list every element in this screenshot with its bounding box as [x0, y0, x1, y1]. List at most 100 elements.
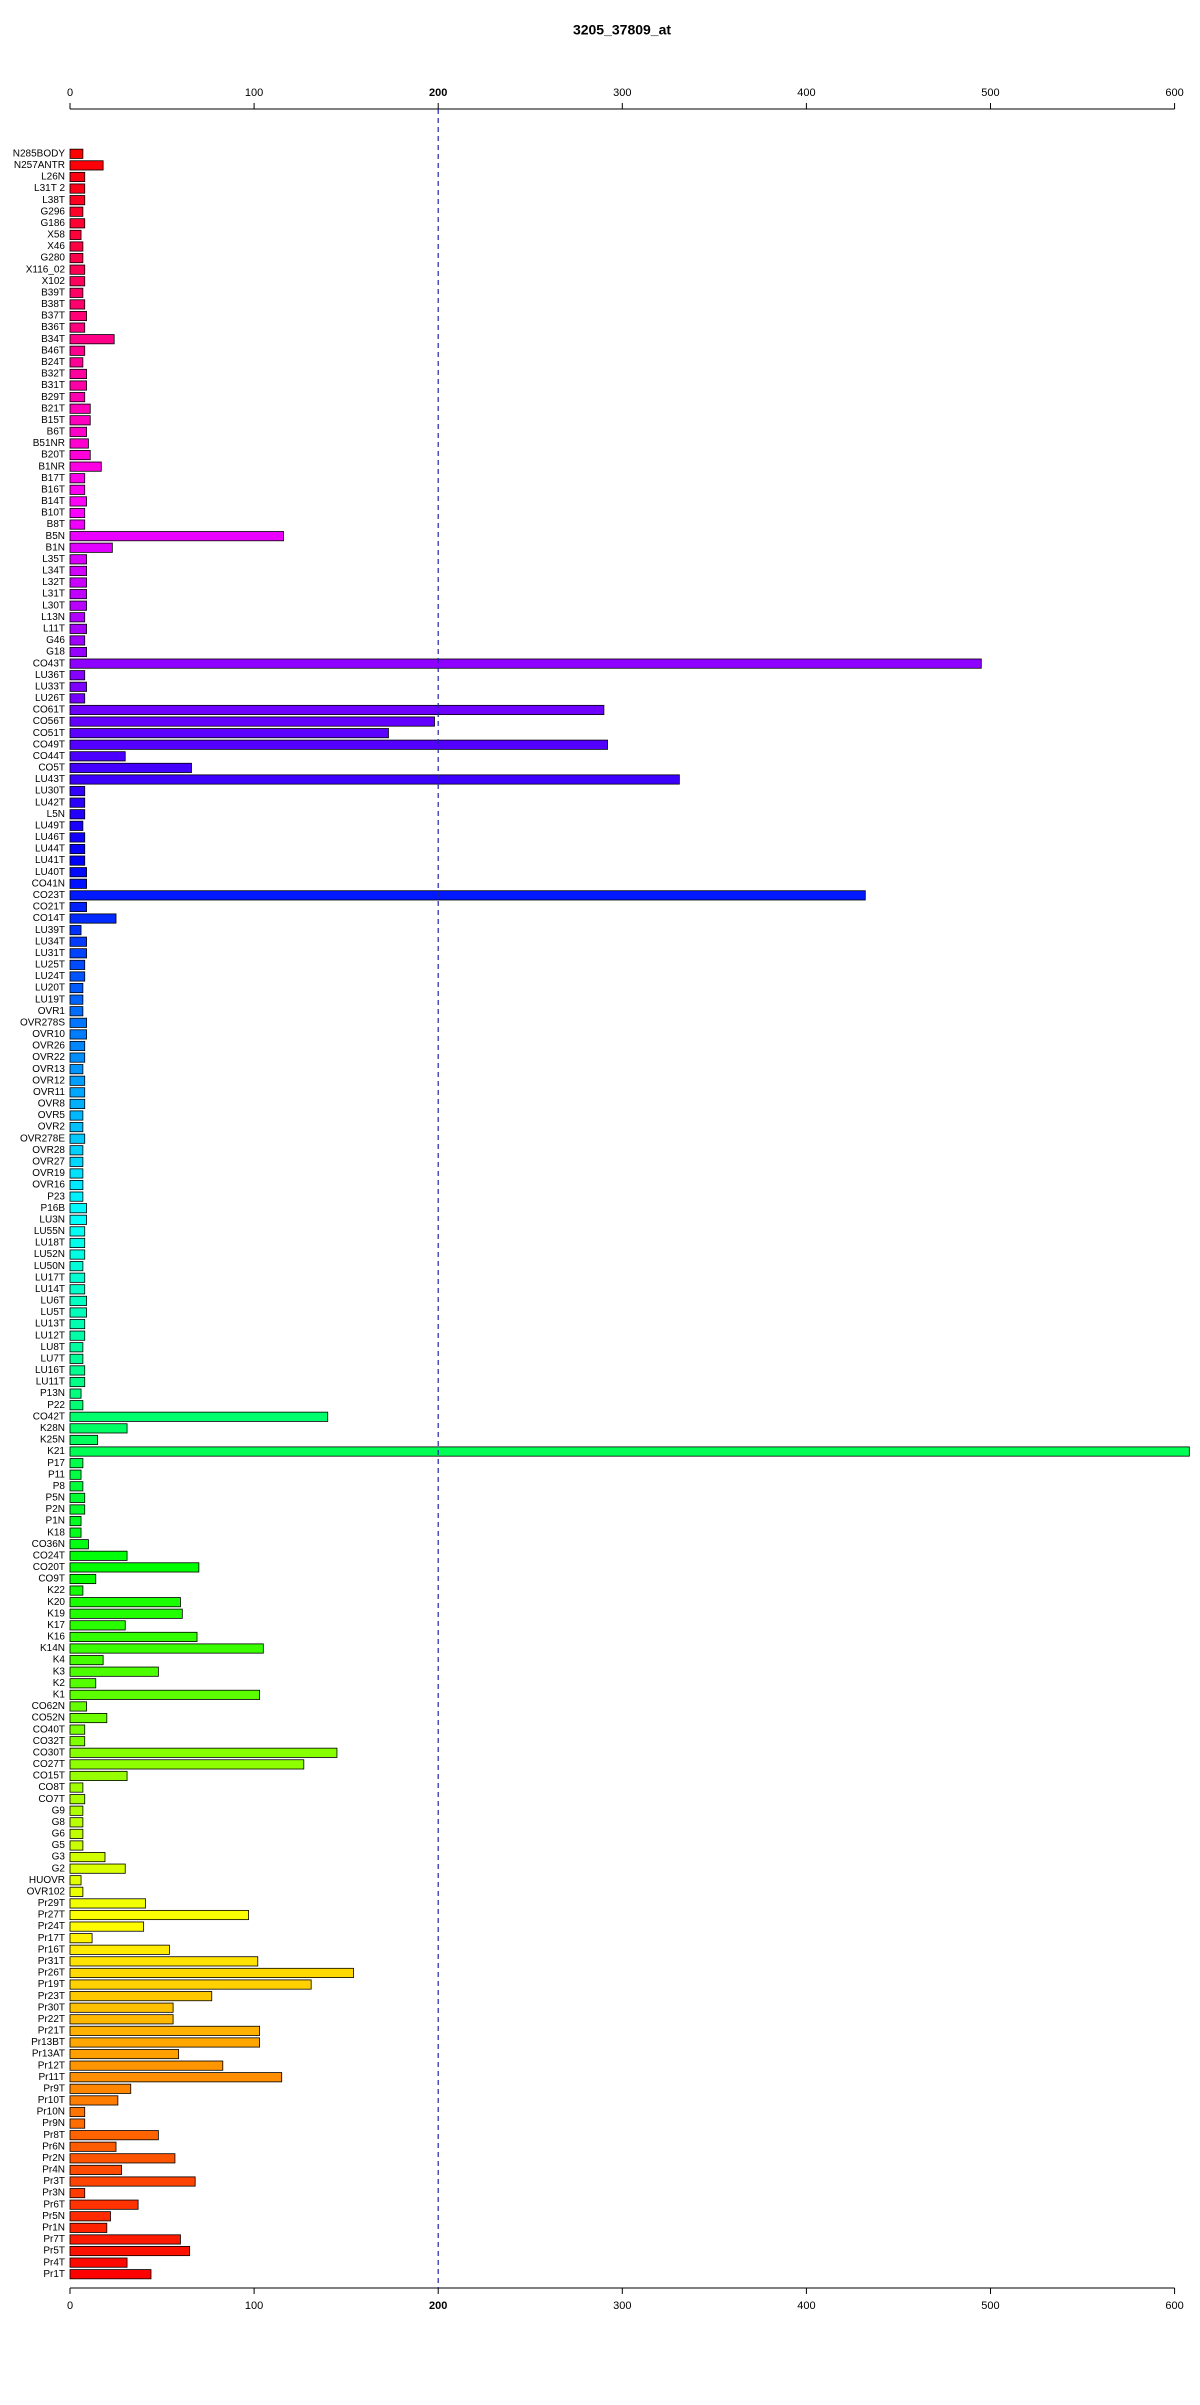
y-tick-label: B5N — [46, 531, 65, 542]
bar — [69, 2002, 174, 2013]
y-tick-label: OVR278S — [20, 1017, 65, 1028]
y-tick-label: K16 — [47, 1632, 65, 1643]
y-tick-label: LU11T — [36, 1377, 65, 1388]
y-tick-label: LU49T — [35, 820, 65, 831]
bar — [69, 681, 87, 692]
y-tick-label: LU6T — [41, 1296, 65, 1307]
x-tick-label: 200 — [429, 87, 447, 99]
y-tick-label: L30T — [42, 600, 65, 611]
bar — [69, 1504, 86, 1515]
bar — [69, 1295, 87, 1306]
bar — [69, 786, 86, 797]
x-tick-label: 100 — [245, 87, 263, 99]
y-tick-label: CO56T — [33, 716, 65, 727]
bar — [69, 183, 86, 194]
y-tick-label: LU5T — [41, 1307, 65, 1318]
y-tick-label: LU8T — [41, 1342, 65, 1353]
y-tick-label: LU55N — [34, 1226, 65, 1237]
bar — [69, 1156, 84, 1167]
bar — [69, 253, 84, 264]
y-tick-label: Pr6T — [43, 2199, 65, 2210]
bar — [69, 2014, 174, 2025]
bar — [69, 2245, 191, 2257]
bar — [69, 438, 89, 449]
bar — [69, 1875, 82, 1886]
bar — [69, 1909, 249, 1921]
bar — [69, 1458, 84, 1469]
y-tick-label: L38T — [42, 195, 65, 206]
bar — [69, 1539, 89, 1550]
bar — [69, 1516, 82, 1527]
y-tick-label: K25N — [40, 1435, 65, 1446]
bar — [69, 1782, 84, 1793]
bar — [69, 1064, 84, 1075]
bar — [69, 1400, 84, 1411]
y-tick-label: OVR10 — [32, 1029, 65, 1040]
bar — [69, 334, 115, 345]
y-tick-label: LU18T — [35, 1238, 65, 1249]
bar — [69, 241, 84, 252]
bar — [69, 2176, 196, 2187]
bar — [69, 1434, 99, 1445]
bar — [69, 426, 87, 437]
x-tick-label: 600 — [1165, 2300, 1183, 2312]
y-tick-label: LU36T — [35, 670, 65, 681]
y-tick-label: G296 — [41, 206, 66, 217]
bar — [69, 1597, 181, 1608]
y-tick-label: LU19T — [35, 994, 65, 1005]
y-tick-label: LU26T — [35, 693, 65, 704]
bar — [69, 1319, 86, 1330]
bar — [69, 1805, 84, 1816]
y-tick-label: CO49T — [33, 739, 65, 750]
y-tick-label: X58 — [47, 230, 65, 241]
bar — [69, 635, 86, 646]
bar — [69, 1017, 87, 1028]
y-tick-label: K22 — [47, 1585, 65, 1596]
y-tick-label: Pr10T — [38, 2095, 65, 2106]
bar — [69, 1991, 213, 2002]
bar — [69, 565, 87, 576]
y-tick-label: LU17T — [35, 1272, 65, 1283]
bar — [69, 310, 87, 322]
chart-title: 3205_37809_at — [573, 22, 671, 38]
bar — [69, 1921, 145, 1932]
bar — [69, 1840, 84, 1851]
bar — [69, 936, 87, 947]
y-tick-label: L13N — [41, 612, 65, 623]
y-tick-label: B29T — [41, 392, 65, 403]
bar — [69, 2153, 176, 2164]
bar — [69, 1191, 84, 1202]
y-tick-label: B32T — [41, 369, 65, 380]
bar — [69, 1863, 126, 1874]
bar — [69, 496, 87, 507]
bar — [69, 2037, 261, 2048]
y-tick-label: B8T — [47, 519, 65, 530]
y-tick-label: Pr9T — [43, 2083, 65, 2094]
y-tick-label: OVR13 — [32, 1064, 65, 1075]
bar — [69, 403, 91, 414]
bar — [69, 160, 104, 171]
bar — [69, 1643, 264, 1654]
y-tick-label: CO52N — [32, 1713, 65, 1724]
y-tick-label: CO51T — [33, 728, 65, 739]
y-tick-label: L31T 2 — [34, 183, 65, 194]
y-tick-label: Pr7T — [43, 2234, 65, 2245]
y-tick-label: X102 — [42, 276, 66, 287]
y-tick-label: B24T — [41, 357, 65, 368]
y-tick-label: Pr31T — [38, 1956, 65, 1967]
bar — [69, 276, 86, 287]
y-tick-label: CO30T — [33, 1747, 65, 1758]
bar — [69, 832, 86, 843]
bar — [69, 1203, 87, 1214]
bar — [69, 658, 982, 669]
bar — [69, 2083, 132, 2094]
bar — [69, 368, 87, 379]
bar — [69, 739, 608, 750]
bar — [69, 1770, 128, 1782]
y-tick-label: CO21T — [33, 902, 65, 913]
bar — [69, 1817, 84, 1828]
bar — [69, 1655, 104, 1666]
bar — [69, 948, 87, 959]
bar — [69, 2211, 111, 2222]
bar — [69, 843, 86, 855]
